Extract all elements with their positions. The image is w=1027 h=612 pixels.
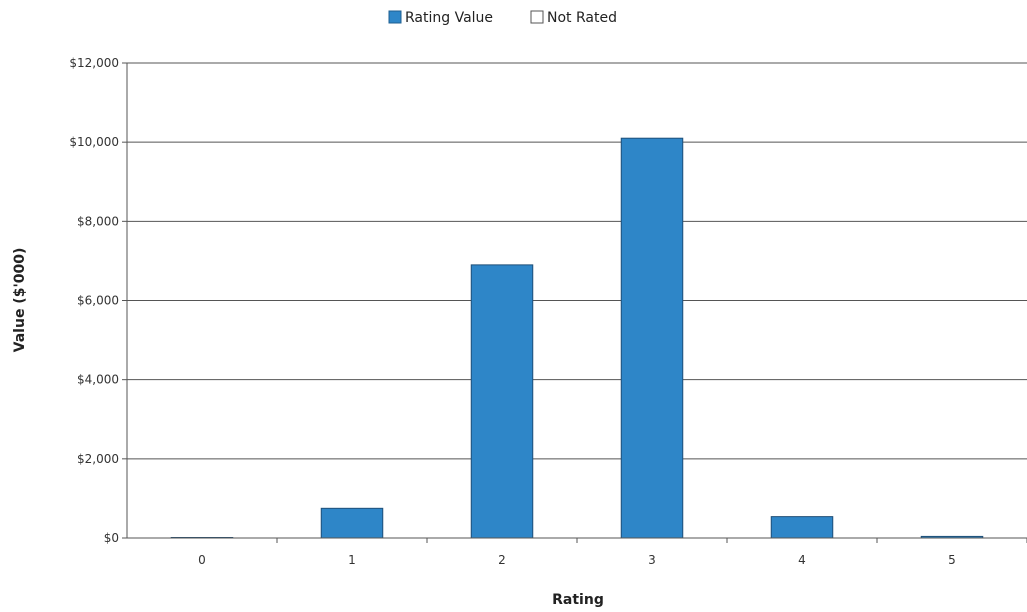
y-tick-label: $8,000 — [77, 214, 119, 228]
x-tick-label: 1 — [348, 553, 356, 567]
legend: Rating Value Not Rated — [388, 10, 617, 26]
bar-rating-1 — [320, 507, 384, 539]
bar-rating-4 — [770, 516, 834, 539]
y-tick-label: $2,000 — [77, 452, 119, 466]
legend-label-rating-value: Rating Value — [405, 10, 493, 26]
x-axis-title: Rating — [552, 592, 604, 608]
bars — [170, 137, 984, 539]
y-axis-ticks: $0 $2,000 $4,000 $6,000 $8,000 $10,000 $12,000 — [69, 56, 127, 545]
y-tick-label: $6,000 — [77, 294, 119, 308]
gridlines — [127, 62, 1027, 460]
y-tick-label: $0 — [104, 531, 119, 545]
x-tick-label: 3 — [648, 553, 656, 567]
x-tick-label: 5 — [948, 553, 956, 567]
bar-rating-2 — [470, 264, 534, 539]
x-tick-label: 2 — [498, 553, 506, 567]
x-tick-label: 4 — [798, 553, 806, 567]
legend-label-not-rated: Not Rated — [547, 10, 617, 26]
x-axis-ticks: 0 1 2 3 4 5 — [198, 538, 1027, 567]
y-tick-label: $4,000 — [77, 373, 119, 387]
y-tick-label: $12,000 — [69, 56, 119, 70]
x-tick-label: 0 — [198, 553, 206, 567]
y-tick-label: $10,000 — [69, 135, 119, 149]
bar-rating-3 — [620, 137, 684, 539]
y-axis-title: Value ($'000) — [12, 248, 28, 353]
legend-swatch-not-rated — [530, 10, 544, 24]
legend-swatch-rating-value — [388, 10, 402, 24]
